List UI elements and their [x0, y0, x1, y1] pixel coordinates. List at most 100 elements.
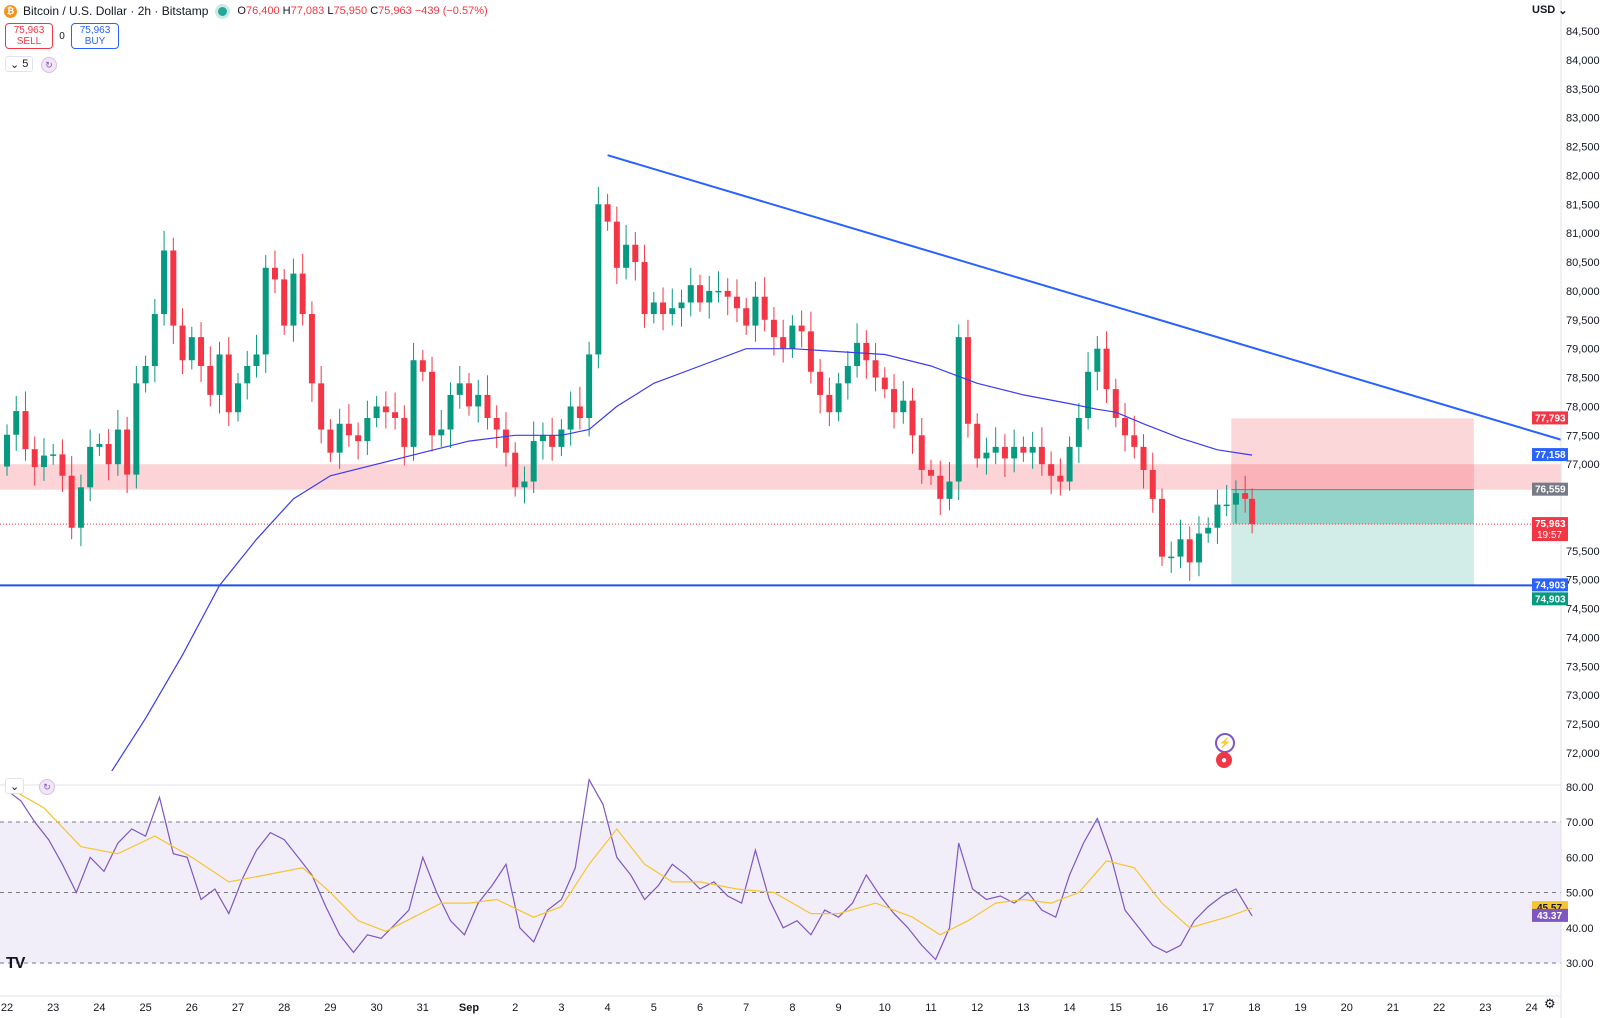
candle-body: [299, 273, 306, 315]
candle-body: [780, 337, 787, 349]
candle-body: [151, 314, 158, 367]
price-tick-label: 84,000: [1566, 55, 1600, 67]
candle-body: [281, 279, 288, 326]
candle-body: [198, 337, 205, 367]
candle-body: [253, 354, 260, 367]
candle-body: [466, 383, 472, 407]
price-tick-label: 77,000: [1566, 459, 1600, 471]
candle-body: [170, 250, 177, 326]
candle-body: [512, 452, 519, 488]
symbol-title[interactable]: Bitcoin / U.S. Dollar · 2h · Bitstamp: [23, 4, 209, 18]
indicators-toggle[interactable]: ⌄ 5: [5, 56, 34, 72]
currency-selector[interactable]: USD ⌄: [1532, 4, 1568, 17]
candle-body: [225, 354, 232, 413]
candle-body: [1149, 469, 1156, 499]
candle-body: [697, 285, 703, 303]
tradingview-logo[interactable]: TV: [6, 955, 25, 972]
time-tick-label: 11: [925, 1002, 936, 1014]
price-label: 77,793: [1535, 413, 1566, 424]
candle-body: [308, 314, 315, 384]
candle-body: [946, 481, 953, 499]
candle-body: [410, 360, 417, 447]
candle-body: [336, 423, 343, 453]
candle-body: [1195, 533, 1202, 563]
candle-body: [844, 366, 851, 384]
price-tick-label: 84,500: [1566, 26, 1600, 38]
rsi-ma-line: [6, 786, 1253, 936]
price-pane[interactable]: [0, 154, 1600, 776]
candle-body: [105, 443, 112, 465]
price-tick-label: 80,000: [1566, 286, 1600, 298]
rsi-pane[interactable]: [0, 777, 1561, 964]
price-label: 74,903: [1535, 580, 1566, 591]
candle-body: [1038, 446, 1045, 465]
candle-body: [1186, 539, 1193, 563]
candle-body: [613, 221, 620, 268]
market-open-icon: [218, 6, 228, 16]
price-tick-label: 79,500: [1566, 315, 1600, 327]
refresh-icon[interactable]: ↻: [41, 57, 57, 73]
candle-body: [447, 394, 454, 430]
candle-body: [974, 423, 981, 459]
candle-body: [493, 417, 500, 430]
rsi-refresh-icon[interactable]: ↻: [39, 779, 55, 795]
candle-body: [521, 481, 528, 488]
candle-body: [992, 446, 999, 453]
candle-body: [1075, 417, 1082, 447]
candle-body: [530, 441, 537, 482]
us-flag-event-icon[interactable]: ●: [1216, 752, 1232, 768]
price-tick-label: 81,500: [1566, 199, 1600, 211]
gear-icon[interactable]: ⚙: [1544, 996, 1556, 1011]
candle-body: [1048, 464, 1055, 476]
lightning-event-icon[interactable]: ⚡: [1215, 733, 1235, 753]
candle-body: [641, 262, 648, 315]
candle-body: [826, 394, 833, 413]
candle-body: [770, 319, 777, 338]
candle-body: [1140, 446, 1147, 470]
price-label-box: [1532, 448, 1568, 462]
time-tick-label: 22: [1433, 1002, 1445, 1014]
price-scale[interactable]: 84,500 84,000 83,500 83,000 82,500 82,000 81,5…: [1532, 26, 1600, 760]
time-tick-label: 12: [971, 1002, 983, 1014]
candle-body: [475, 394, 482, 407]
candle-body: [669, 308, 676, 315]
candle-body: [345, 423, 352, 436]
candle-body: [854, 342, 861, 367]
candle-body: [724, 290, 731, 297]
candle-body: [1249, 498, 1256, 525]
price-tick-label: 79,000: [1566, 344, 1600, 356]
candle-body: [290, 273, 297, 326]
rsi-tick-label: 50.00: [1566, 888, 1594, 900]
candle-body: [50, 454, 57, 456]
position-target-zone: [1231, 489, 1474, 586]
candle-body: [807, 331, 814, 372]
time-tick-label: 18: [1248, 1002, 1260, 1014]
candle-body: [733, 296, 740, 309]
ohlc-values: O76,400 H77,083 L75,950 C75,963 −439 (−0…: [237, 5, 488, 17]
candle-body: [1177, 539, 1184, 557]
candle-body: [216, 354, 223, 395]
rsi-tick-label: 70.00: [1566, 817, 1594, 829]
candle-body: [715, 290, 722, 293]
price-tick-label: 78,000: [1566, 401, 1600, 413]
time-tick-label: 25: [139, 1002, 151, 1014]
candle-body: [188, 337, 195, 361]
candle-body: [955, 337, 962, 482]
rsi-label: 45.57: [1537, 903, 1562, 914]
buy-button[interactable]: 75,963 BUY: [71, 23, 119, 49]
price-tick-label: 74,000: [1566, 632, 1600, 644]
candle-body: [59, 454, 66, 476]
sell-button[interactable]: 75,963 SELL: [5, 23, 53, 49]
chevron-down-icon: ⌄: [10, 780, 20, 793]
time-scale[interactable]: 22 23 24 25 26 27 28 29 30 31 Sep 2 3 4 5 6 7 8 9 10 11 12 13 1…: [1, 1002, 1538, 1014]
rsi-tick-label: 30.00: [1566, 958, 1594, 970]
candle-body: [392, 412, 399, 418]
candle-body: [318, 383, 325, 430]
candle-body: [355, 435, 362, 442]
candle-body: [40, 455, 47, 468]
candle-body: [558, 429, 565, 447]
rsi-collapse-toggle[interactable]: ⌄: [5, 778, 25, 794]
candle-body: [660, 302, 667, 315]
